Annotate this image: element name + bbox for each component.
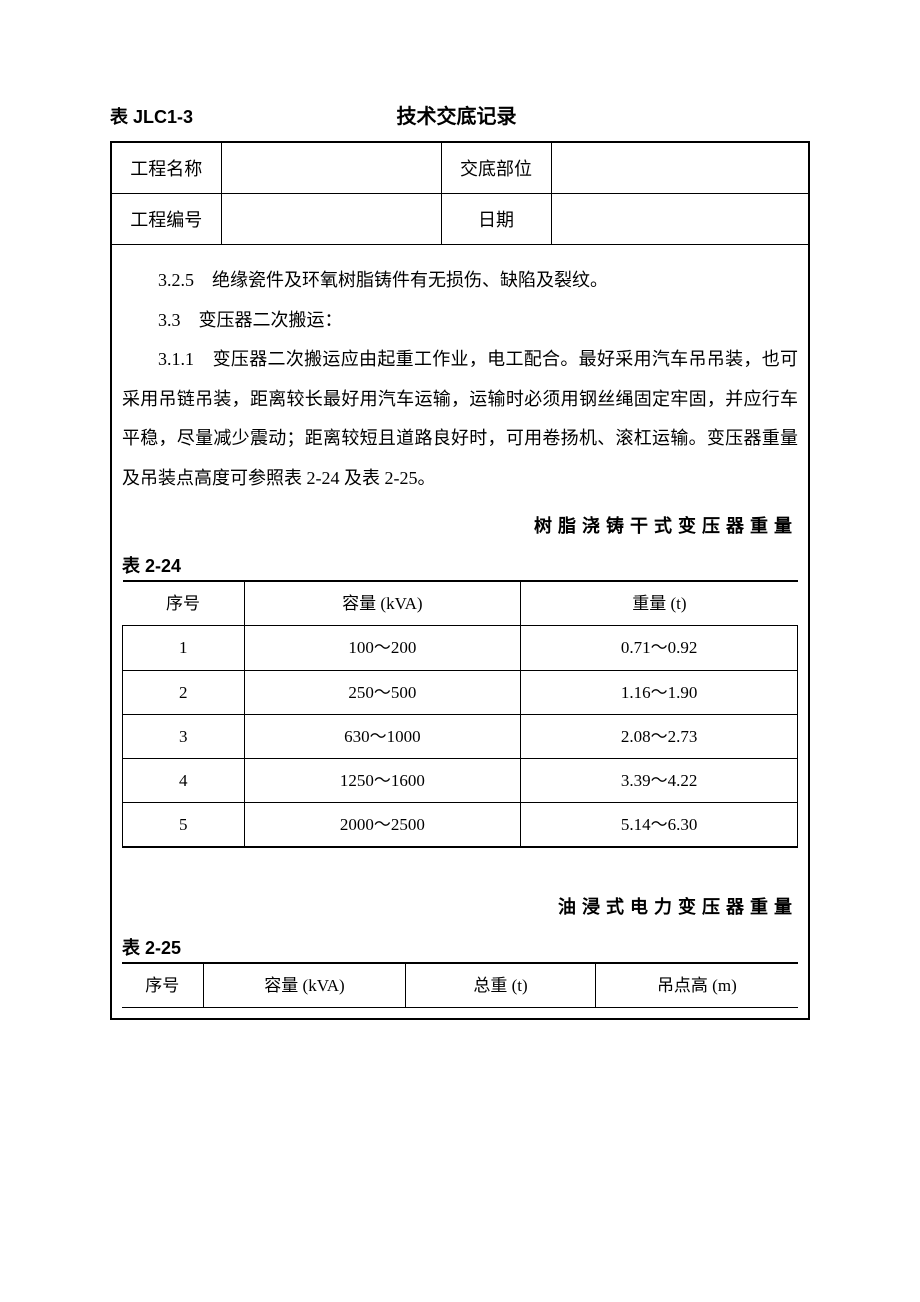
table-row: 5 2000～2500 5.14～6.30 bbox=[123, 803, 798, 848]
t24-cell: 250～500 bbox=[244, 670, 521, 714]
t24-cell: 5.14～6.30 bbox=[521, 803, 798, 848]
t24-cell: 4 bbox=[123, 758, 245, 802]
table-25-number: 表 2-25 bbox=[122, 934, 798, 960]
header-row: 表 JLC1-3 技术交底记录 bbox=[110, 100, 810, 129]
meta-value-project-no bbox=[221, 194, 441, 245]
meta-row-2: 工程编号 日期 bbox=[111, 194, 809, 245]
table-row: 2 250～500 1.16～1.90 bbox=[123, 670, 798, 714]
table-24-body: 1 100～200 0.71～0.92 2 250～500 1.16～1.90 … bbox=[123, 626, 798, 847]
table-code: 表 JLC1-3 bbox=[110, 103, 193, 129]
t24-cell: 630～1000 bbox=[244, 714, 521, 758]
table-24-caption: 树脂浇铸干式变压器重量 bbox=[122, 507, 798, 547]
meta-row-1: 工程名称 交底部位 bbox=[111, 142, 809, 194]
table-row: 1 100～200 0.71～0.92 bbox=[123, 626, 798, 670]
t24-cell: 2.08～2.73 bbox=[521, 714, 798, 758]
table-25: 序号 容量 (kVA) 总重 (t) 吊点高 (m) bbox=[122, 962, 798, 1008]
table-24-header-row: 序号 容量 (kVA) 重量 (t) bbox=[123, 581, 798, 626]
t24-cell: 1250～1600 bbox=[244, 758, 521, 802]
t24-cell: 2 bbox=[123, 670, 245, 714]
meta-label-project-no: 工程编号 bbox=[111, 194, 221, 245]
table-25-header-row: 序号 容量 (kVA) 总重 (t) 吊点高 (m) bbox=[122, 963, 798, 1008]
table-row: 4 1250～1600 3.39～4.22 bbox=[123, 758, 798, 802]
table-25-caption: 油浸式电力变压器重量 bbox=[122, 888, 798, 928]
meta-value-date bbox=[551, 194, 809, 245]
doc-title: 技术交底记录 bbox=[193, 100, 810, 129]
t24-cell: 3.39～4.22 bbox=[521, 758, 798, 802]
para-3-3: 3.3 变压器二次搬运： bbox=[122, 301, 798, 341]
t25-col-2: 总重 (t) bbox=[406, 963, 595, 1008]
table-24-number: 表 2-24 bbox=[122, 552, 798, 578]
meta-label-position: 交底部位 bbox=[441, 142, 551, 194]
t24-cell: 100～200 bbox=[244, 626, 521, 670]
t24-cell: 0.71～0.92 bbox=[521, 626, 798, 670]
t24-col-1: 容量 (kVA) bbox=[244, 581, 521, 626]
t24-cell: 1.16～1.90 bbox=[521, 670, 798, 714]
meta-label-project-name: 工程名称 bbox=[111, 142, 221, 194]
t24-col-0: 序号 bbox=[123, 581, 245, 626]
t25-col-3: 吊点高 (m) bbox=[595, 963, 798, 1008]
para-3-2-5: 3.2.5 绝缘瓷件及环氧树脂铸件有无损伤、缺陷及裂纹。 bbox=[122, 261, 798, 301]
t24-cell: 1 bbox=[123, 626, 245, 670]
content-row: 3.2.5 绝缘瓷件及环氧树脂铸件有无损伤、缺陷及裂纹。 3.3 变压器二次搬运… bbox=[111, 245, 809, 1020]
meta-label-date: 日期 bbox=[441, 194, 551, 245]
t25-col-0: 序号 bbox=[122, 963, 203, 1008]
para-3-1-1: 3.1.1 变压器二次搬运应由起重工作业，电工配合。最好采用汽车吊吊装，也可采用… bbox=[122, 340, 798, 498]
t24-cell: 3 bbox=[123, 714, 245, 758]
outer-table: 工程名称 交底部位 工程编号 日期 3.2.5 绝缘瓷件及环氧树脂铸件有无损伤、… bbox=[110, 141, 810, 1020]
page: 表 JLC1-3 技术交底记录 工程名称 交底部位 工程编号 日期 3.2.5 … bbox=[0, 0, 920, 1080]
t24-cell: 2000～2500 bbox=[244, 803, 521, 848]
table-24: 序号 容量 (kVA) 重量 (t) 1 100～200 0.71～0.92 2 bbox=[122, 580, 798, 848]
t24-col-2: 重量 (t) bbox=[521, 581, 798, 626]
content-cell: 3.2.5 绝缘瓷件及环氧树脂铸件有无损伤、缺陷及裂纹。 3.3 变压器二次搬运… bbox=[111, 245, 809, 1020]
t25-col-1: 容量 (kVA) bbox=[203, 963, 406, 1008]
t24-cell: 5 bbox=[123, 803, 245, 848]
meta-value-position bbox=[551, 142, 809, 194]
table-row: 3 630～1000 2.08～2.73 bbox=[123, 714, 798, 758]
meta-value-project-name bbox=[221, 142, 441, 194]
